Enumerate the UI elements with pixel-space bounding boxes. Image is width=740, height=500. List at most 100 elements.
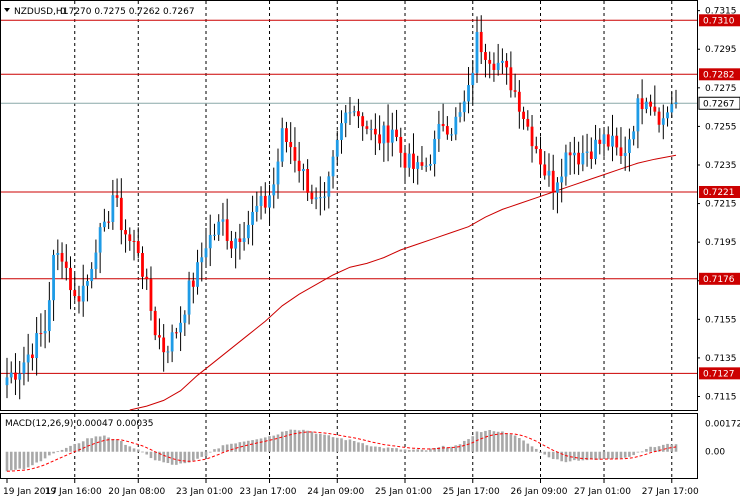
- macd-bar: [547, 451, 551, 458]
- macd-bar: [259, 438, 263, 452]
- candle-body: [14, 372, 17, 380]
- candle-body: [170, 332, 174, 352]
- level-price-label: 0.7282: [703, 70, 735, 80]
- macd-bar: [73, 443, 77, 452]
- candle-body: [318, 197, 322, 199]
- y-tick-label: 0.7115: [705, 392, 737, 402]
- macd-bar: [18, 451, 22, 469]
- macd-bar: [433, 448, 436, 452]
- level-price-tag: [699, 68, 740, 81]
- candle-body: [395, 129, 398, 137]
- macd-indicator: [5, 429, 678, 472]
- candle-body: [64, 261, 68, 268]
- candle-body: [141, 253, 144, 277]
- level-price-tag: [699, 367, 740, 380]
- x-tick-label: 27 Jan 17:00: [642, 487, 699, 497]
- macd-bar: [653, 447, 657, 452]
- y-tick-label: 0.7155: [705, 315, 737, 325]
- macd-bar: [94, 436, 98, 452]
- candle-body: [230, 240, 233, 249]
- candle-body: [196, 262, 199, 287]
- main-plot-frame: [0, 0, 698, 411]
- macd-bar: [382, 448, 386, 452]
- symbol-dropdown-icon[interactable]: [4, 8, 10, 12]
- macd-bar: [391, 448, 394, 452]
- candle-body: [158, 335, 161, 338]
- candle-body: [471, 72, 475, 86]
- macd-bar: [77, 443, 81, 452]
- candle-body: [314, 197, 318, 200]
- candle-body: [56, 252, 60, 255]
- candle-body: [208, 234, 212, 249]
- candle-body: [649, 101, 652, 107]
- candle-body: [111, 195, 115, 222]
- candle-body: [31, 354, 34, 359]
- macd-bar: [255, 439, 259, 452]
- candle-body: [35, 333, 39, 359]
- candle-body: [522, 111, 525, 119]
- candle-body: [606, 134, 610, 147]
- candle-body: [187, 280, 191, 315]
- candle-body: [323, 196, 326, 198]
- candle-body: [26, 354, 30, 363]
- candle-body: [556, 182, 559, 193]
- level-price-tag: [699, 185, 740, 198]
- current-price-tag: [698, 96, 740, 110]
- candle-body: [467, 85, 470, 102]
- macd-bar: [611, 451, 614, 459]
- candle-body: [670, 104, 674, 113]
- macd-bar: [306, 430, 309, 452]
- macd-bar: [14, 451, 17, 470]
- candle-body: [640, 98, 644, 110]
- candle-body: [348, 112, 352, 114]
- candle-body: [657, 111, 661, 125]
- candle-body: [352, 111, 356, 113]
- macd-bar: [602, 451, 606, 459]
- y-tick-label: 0.7195: [705, 238, 737, 248]
- macd-bar: [522, 440, 525, 452]
- macd-bar: [149, 451, 153, 459]
- candle-body: [136, 241, 140, 254]
- macd-bar: [471, 436, 475, 452]
- candle-body: [289, 142, 293, 148]
- candle-body: [327, 176, 331, 197]
- candle-body: [505, 60, 509, 68]
- macd-bar: [488, 429, 491, 452]
- candle-body: [547, 170, 551, 176]
- macd-bar: [86, 438, 89, 452]
- macd-bar: [623, 451, 627, 458]
- macd-bar: [649, 446, 652, 452]
- candle-body: [484, 52, 487, 60]
- macd-bar: [467, 439, 470, 452]
- candle-body: [39, 333, 43, 335]
- candle-body: [416, 162, 420, 169]
- macd-bar: [441, 445, 445, 452]
- macd-bar: [581, 451, 585, 461]
- macd-bar: [543, 451, 547, 455]
- candle-body: [602, 134, 606, 144]
- macd-bar: [107, 437, 110, 452]
- candle-body: [259, 195, 263, 206]
- macd-bar: [289, 429, 292, 452]
- macd-bar: [90, 438, 93, 452]
- candle-body: [500, 60, 504, 63]
- macd-bar: [213, 449, 216, 452]
- macd-bar: [268, 436, 271, 452]
- macd-bar: [323, 434, 326, 452]
- macd-bar: [357, 442, 360, 452]
- candle-body: [390, 129, 394, 143]
- macd-bar: [361, 443, 364, 452]
- macd-bar: [204, 451, 208, 456]
- macd-bar: [5, 451, 9, 472]
- macd-bar: [9, 451, 13, 471]
- macd-bar: [230, 443, 233, 452]
- candle-body: [572, 152, 576, 156]
- macd-tick-label: 0.00172: [705, 420, 740, 430]
- candle-body: [594, 139, 597, 160]
- candle-body: [94, 252, 98, 269]
- x-tick-label: 25 Jan 01:00: [375, 487, 432, 497]
- macd-bar: [496, 431, 500, 452]
- macd-bar: [35, 451, 38, 463]
- macd-bar: [64, 447, 68, 452]
- macd-bar: [302, 429, 305, 452]
